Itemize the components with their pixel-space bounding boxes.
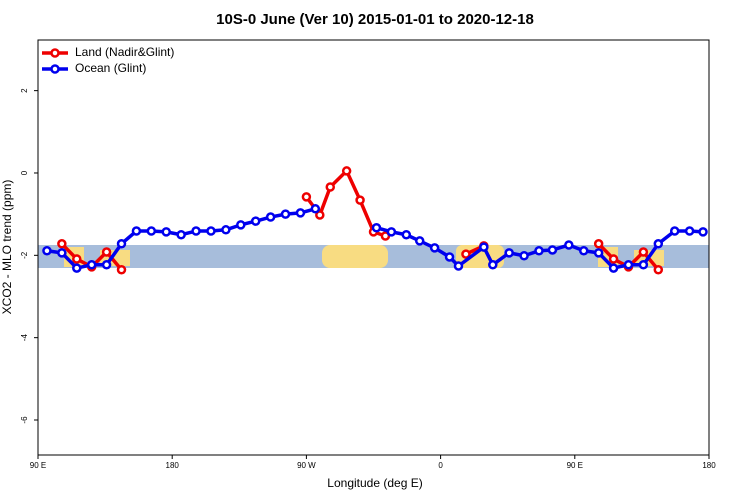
data-point — [461, 249, 471, 259]
legend-label: Land (Nadir&Glint) — [75, 45, 174, 59]
data-point — [564, 240, 574, 250]
legend-marker — [50, 48, 60, 58]
data-point — [593, 248, 604, 258]
data-point — [593, 239, 604, 249]
data-point — [315, 210, 325, 220]
data-point — [444, 252, 455, 262]
data-point — [146, 226, 157, 236]
x-tick-label: 180 — [702, 461, 716, 470]
data-point — [608, 254, 619, 264]
data-point — [72, 254, 82, 264]
data-point — [355, 195, 365, 205]
x-tick-label: 0 — [438, 461, 443, 470]
data-point — [638, 260, 649, 270]
data-point — [401, 229, 412, 240]
data-point — [161, 227, 171, 237]
y-tick-label: -4 — [20, 334, 29, 342]
data-point — [547, 245, 558, 255]
plot-frame — [37, 39, 710, 456]
data-point — [488, 260, 498, 270]
data-point — [414, 236, 425, 246]
data-point — [698, 227, 708, 237]
data-point — [534, 246, 544, 256]
legend: Land (Nadir&Glint) Ocean (Glint) — [42, 45, 174, 75]
x-tick-label: 90 E — [567, 461, 583, 470]
data-point — [131, 226, 142, 236]
data-point — [86, 260, 97, 270]
data-point — [519, 250, 529, 261]
data-point — [623, 260, 634, 270]
data-point — [265, 212, 276, 222]
data-point — [453, 261, 464, 271]
data-point — [669, 226, 680, 236]
data-point — [608, 263, 619, 273]
data-point — [578, 246, 589, 256]
data-point — [295, 208, 306, 218]
legend-label: Ocean (Glint) — [75, 61, 146, 75]
data-point — [72, 263, 82, 273]
chart-title: 10S-0 June (Ver 10) 2015-01-01 to 2020-1… — [216, 11, 534, 28]
data-point — [57, 248, 67, 258]
data-point — [479, 242, 489, 252]
land-patch — [322, 245, 388, 268]
x-tick-label: 180 — [166, 461, 180, 470]
data-point — [236, 220, 246, 230]
y-tick-label: -2 — [20, 251, 29, 259]
data-point — [42, 246, 52, 256]
x-tick-label: 90 E — [30, 461, 46, 470]
data-point — [341, 166, 352, 176]
data-point — [191, 226, 201, 236]
data-point — [371, 222, 382, 233]
y-tick-label: 0 — [20, 170, 29, 175]
y-axis-label: XCO2 - MLO trend (ppm) — [0, 180, 14, 315]
data-point — [325, 182, 336, 192]
data-point — [301, 192, 312, 202]
data-point — [310, 204, 321, 214]
y-tick-label: -6 — [20, 416, 29, 424]
data-point — [206, 226, 216, 236]
data-point — [116, 264, 127, 275]
data-point — [101, 247, 112, 257]
data-point — [386, 227, 397, 237]
data-point — [176, 229, 186, 240]
x-axis-label: Longitude (deg E) — [327, 476, 422, 490]
data-point — [116, 239, 127, 249]
data-point — [653, 239, 664, 249]
data-point — [280, 209, 291, 219]
data-point — [429, 243, 440, 253]
data-point — [221, 225, 231, 235]
x-tick-label: 90 W — [297, 461, 316, 470]
data-point — [101, 260, 112, 270]
data-point — [250, 216, 261, 226]
data-point — [638, 247, 649, 257]
data-point — [380, 231, 391, 241]
y-tick-label: 2 — [20, 88, 29, 93]
data-point — [684, 226, 695, 236]
data-point — [504, 248, 514, 258]
data-point — [57, 239, 67, 249]
data-point — [653, 264, 664, 275]
legend-marker — [50, 64, 60, 74]
